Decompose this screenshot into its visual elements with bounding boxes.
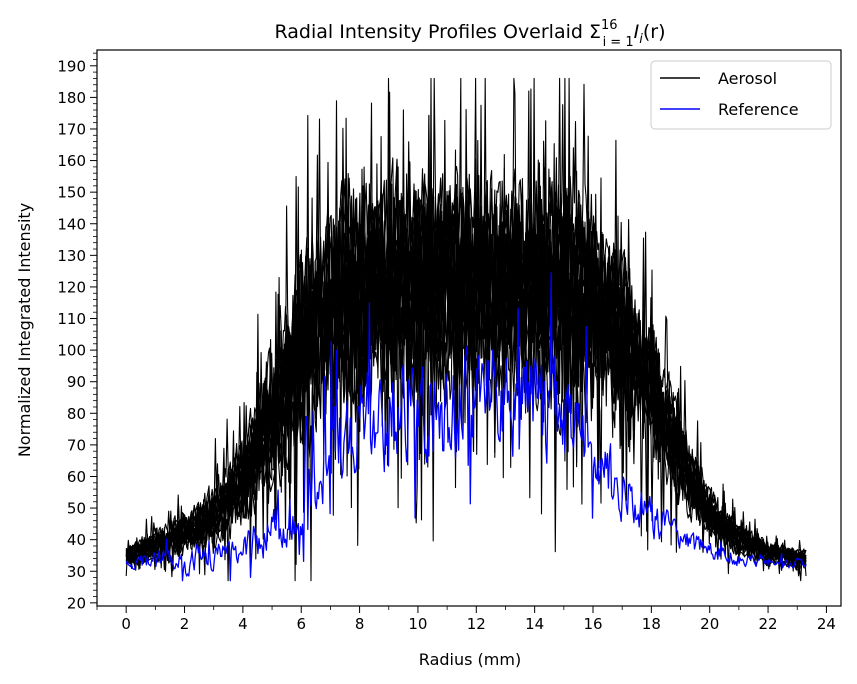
y-tick-label: 50 — [67, 500, 86, 518]
y-tick-label: 70 — [67, 436, 86, 454]
x-tick-label: 2 — [180, 615, 190, 633]
x-tick-label: 16 — [583, 615, 602, 633]
x-tick-label: 6 — [296, 615, 306, 633]
y-tick-label: 120 — [57, 278, 86, 296]
title-arg: (r) — [643, 21, 666, 43]
x-tick-label: 10 — [408, 615, 427, 633]
y-tick-label: 180 — [57, 89, 86, 107]
x-tick-label: 14 — [525, 615, 544, 633]
series-line-aerosol — [125, 77, 807, 569]
legend-label-reference: Reference — [718, 100, 799, 119]
title-sup: 16 — [601, 18, 618, 33]
y-axis-label: Normalized Integrated Intensity — [15, 203, 34, 457]
y-tick-label: 100 — [57, 342, 86, 360]
title-sigma: Σ — [589, 21, 601, 43]
x-tick-label: 8 — [355, 615, 365, 633]
x-axis: 0 2 4 6 8 10 12 14 16 18 20 22 24 — [96, 606, 836, 633]
y-tick-label: 80 — [67, 405, 86, 423]
plot-frame — [96, 49, 842, 607]
y-tick-label: 110 — [57, 310, 86, 328]
y-tick-label: 20 — [67, 594, 86, 612]
y-tick-label: 140 — [57, 215, 86, 233]
title-sub: i = 1 — [603, 35, 634, 50]
x-tick-label: 20 — [700, 615, 719, 633]
x-tick-label: 0 — [121, 615, 131, 633]
y-tick-label: 130 — [57, 247, 86, 265]
x-tick-label: 4 — [238, 615, 248, 633]
y-axis: 20 30 40 50 60 70 80 90 100 110 120 130 140 150 160 170… — [57, 52, 97, 612]
series-line-reference — [125, 272, 807, 582]
series-line-aerosol — [125, 77, 807, 577]
x-tick-label: 18 — [642, 615, 661, 633]
y-tick-label: 170 — [57, 120, 86, 138]
legend-label-aerosol: Aerosol — [718, 69, 777, 88]
x-axis-label: Radius (mm) — [419, 650, 521, 669]
title-term-sub: i — [639, 32, 643, 47]
x-tick-label: 22 — [759, 615, 778, 633]
legend: Aerosol Reference — [650, 60, 832, 130]
y-tick-label: 40 — [67, 531, 86, 549]
y-tick-label: 60 — [67, 468, 86, 486]
y-tick-label: 160 — [57, 152, 86, 170]
y-tick-label: 190 — [57, 57, 86, 75]
series-layer — [125, 77, 807, 582]
y-tick-label: 90 — [67, 373, 86, 391]
y-tick-label: 150 — [57, 184, 86, 202]
chart-title-text: Radial Intensity Profiles Overlaid — [275, 21, 583, 43]
title-term: I — [634, 21, 640, 43]
y-tick-label: 30 — [67, 563, 86, 581]
x-tick-label: 24 — [817, 615, 836, 633]
x-tick-label: 12 — [467, 615, 486, 633]
chart-title: Radial Intensity Profiles Overlaid Σ16 i … — [275, 18, 666, 50]
